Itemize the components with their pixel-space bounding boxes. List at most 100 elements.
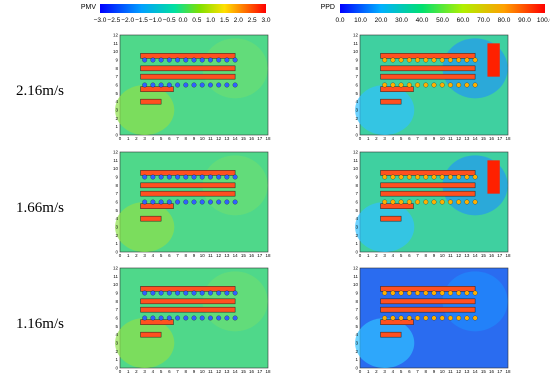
y-tick-label: 6	[115, 200, 118, 205]
y-tick-label: 4	[355, 216, 358, 221]
vortex	[406, 174, 412, 180]
vortex	[142, 82, 148, 88]
vortex	[183, 174, 189, 180]
colorbar-tick-label: 70.0	[477, 17, 490, 24]
x-tick-label: 15	[481, 369, 487, 374]
y-tick-label: 9	[115, 175, 118, 180]
x-tick-label: 8	[425, 253, 428, 258]
vortex	[142, 57, 148, 63]
y-tick-label: 10	[353, 282, 359, 287]
x-tick-label: 10	[200, 369, 206, 374]
x-tick-label: 1	[127, 136, 130, 141]
x-tick-label: 1	[367, 253, 370, 258]
vortex	[423, 57, 429, 63]
vortex	[216, 290, 222, 296]
colorbar-tick-label: −1.5	[135, 17, 148, 24]
hot-band	[140, 298, 236, 305]
x-tick-label: 2	[135, 136, 138, 141]
vortex	[382, 315, 388, 321]
vortex	[431, 57, 437, 63]
vortex	[232, 315, 238, 321]
x-tick-label: 1	[127, 253, 130, 258]
vortex	[439, 174, 445, 180]
y-tick-label: 11	[113, 158, 118, 163]
x-tick-label: 18	[505, 369, 511, 374]
y-tick-label: 3	[115, 225, 118, 230]
hot-band	[380, 306, 476, 313]
x-tick-label: 2	[135, 253, 138, 258]
x-tick-label: 15	[241, 369, 247, 374]
y-tick-label: 5	[355, 324, 358, 329]
region	[115, 85, 175, 135]
vortex	[406, 82, 412, 88]
vortex	[456, 82, 462, 88]
vortex	[439, 290, 445, 296]
y-tick-label: 10	[353, 166, 359, 171]
vortex	[224, 174, 230, 180]
x-tick-label: 8	[185, 253, 188, 258]
y-tick-label: 1	[115, 124, 118, 129]
vortex	[207, 174, 213, 180]
vortex	[150, 199, 156, 205]
vortex	[216, 315, 222, 321]
y-tick-label: 9	[115, 58, 118, 63]
colorbar-tick-label: 80.0	[498, 17, 511, 24]
vortex	[199, 315, 205, 321]
hot-band	[140, 215, 162, 222]
hot-band	[380, 298, 476, 305]
x-tick-label: 16	[489, 369, 495, 374]
x-tick-label: 14	[233, 369, 239, 374]
hot-band	[140, 190, 236, 197]
x-tick-label: 16	[249, 369, 255, 374]
vortex	[472, 174, 478, 180]
x-tick-label: 6	[408, 136, 411, 141]
x-tick-label: 7	[416, 136, 419, 141]
vortex	[456, 57, 462, 63]
y-tick-label: 2	[115, 233, 118, 238]
y-tick-label: 0	[115, 366, 118, 371]
contour-plot: 0 1 2 3 4 5 6 7 8 9 10 11 12 13 14 15 16 17 18012345678910…	[113, 33, 271, 142]
vortex	[232, 199, 238, 205]
vortex	[150, 82, 156, 88]
y-tick-label: 12	[113, 266, 119, 271]
x-tick-label: 11	[448, 136, 453, 141]
ppd-title: PPD	[321, 4, 335, 11]
y-tick-label: 2	[115, 349, 118, 354]
vortex	[232, 82, 238, 88]
x-tick-label: 16	[249, 136, 255, 141]
contour-plot: 0 1 2 3 4 5 6 7 8 9 10 11 12 13 14 15 16 17 18012345678910…	[353, 33, 511, 142]
x-tick-label: 18	[265, 369, 271, 374]
hot-band	[380, 182, 476, 189]
x-tick-label: 9	[193, 136, 196, 141]
x-tick-label: 13	[464, 253, 470, 258]
hot-band	[140, 306, 236, 313]
vortex	[158, 174, 164, 180]
y-tick-label: 10	[113, 282, 119, 287]
vortex	[175, 57, 181, 63]
x-tick-label: 17	[497, 253, 503, 258]
x-tick-label: 3	[143, 253, 146, 258]
y-tick-label: 2	[355, 233, 358, 238]
y-tick-label: 7	[355, 74, 358, 79]
vortex	[415, 290, 421, 296]
colorbar-tick-label: 0.5	[192, 17, 201, 24]
vortex	[423, 315, 429, 321]
hot-band	[140, 65, 236, 72]
x-tick-label: 17	[497, 369, 503, 374]
vortex	[447, 174, 453, 180]
vortex	[191, 82, 197, 88]
vortex	[183, 290, 189, 296]
vortex	[464, 174, 470, 180]
vortex	[191, 315, 197, 321]
x-tick-label: 15	[481, 136, 487, 141]
vortex	[431, 315, 437, 321]
vortex	[191, 290, 197, 296]
x-tick-label: 6	[168, 253, 171, 258]
vortex	[224, 290, 230, 296]
y-tick-label: 6	[355, 316, 358, 321]
vortex	[216, 82, 222, 88]
y-tick-label: 4	[355, 332, 358, 337]
x-tick-label: 11	[208, 369, 213, 374]
y-tick-label: 12	[113, 150, 119, 155]
